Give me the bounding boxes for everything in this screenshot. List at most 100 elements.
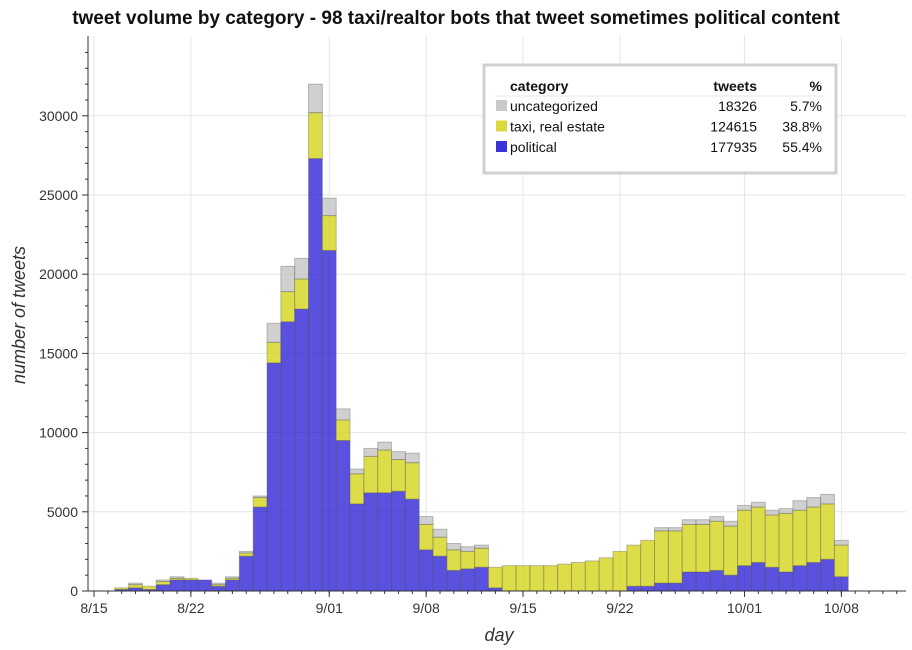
bar-taxi-real-estate [570, 561, 586, 592]
bar-political [294, 308, 310, 592]
bar-uncategorized [806, 497, 822, 508]
bar-taxi-real-estate [529, 565, 545, 592]
bar-taxi-real-estate [294, 278, 310, 310]
bar-taxi-real-estate [363, 455, 379, 494]
bar-taxi-real-estate [308, 112, 323, 160]
bar-political [321, 249, 337, 592]
bar-political [391, 490, 406, 592]
bar-uncategorized [128, 582, 143, 586]
bar-taxi-real-estate [515, 565, 531, 592]
bar-political [681, 571, 697, 592]
bar-political [792, 565, 808, 592]
bar-political [418, 549, 434, 592]
bar-uncategorized [432, 528, 448, 538]
bar-taxi-real-estate [750, 506, 766, 563]
bar-taxi-real-estate [487, 566, 503, 589]
bar-uncategorized [667, 527, 683, 532]
bar-taxi-real-estate [667, 530, 683, 584]
bar-political [183, 579, 199, 592]
bar-uncategorized [363, 447, 379, 457]
bar-uncategorized [695, 519, 711, 525]
bar-uncategorized [750, 501, 766, 508]
bar-taxi-real-estate [543, 565, 559, 592]
bar-political [404, 498, 420, 592]
bar-political [446, 569, 462, 592]
bar-taxi-real-estate [280, 291, 296, 323]
legend-swatch [496, 100, 507, 111]
y-tick-label: 20000 [39, 266, 78, 282]
bar-taxi-real-estate [833, 544, 849, 578]
legend-swatch [496, 120, 507, 132]
bar-political [737, 565, 752, 592]
bar-uncategorized [377, 441, 393, 451]
bar-taxi-real-estate [114, 587, 130, 590]
bar-taxi-real-estate [737, 509, 752, 567]
bar-taxi-real-estate [723, 525, 739, 576]
bar-political [806, 561, 822, 592]
legend-category: taxi, real estate [510, 119, 605, 135]
bar-uncategorized [446, 542, 462, 551]
bar-political [750, 561, 766, 592]
x-tick-label: 8/22 [177, 600, 204, 616]
bar-uncategorized [778, 508, 794, 514]
bar-political [266, 362, 282, 592]
legend-category: uncategorized [510, 98, 598, 114]
bar-political [363, 492, 379, 592]
bar-uncategorized [155, 579, 171, 582]
bar-taxi-real-estate [612, 550, 628, 592]
bar-taxi-real-estate [640, 539, 656, 587]
bar-uncategorized [211, 582, 226, 586]
bar-taxi-real-estate [778, 512, 794, 573]
bar-political [474, 566, 489, 592]
bar-political [667, 582, 683, 592]
chart-title: tweet volume by category - 98 taxi/realt… [72, 8, 840, 29]
bar-uncategorized [321, 197, 337, 217]
legend-tweets: 18326 [718, 98, 757, 114]
bar-uncategorized [252, 495, 268, 499]
y-tick-label: 0 [70, 583, 78, 599]
bar-taxi-real-estate [141, 585, 157, 590]
bar-political [349, 503, 365, 592]
bar-taxi-real-estate [432, 536, 448, 557]
bar-uncategorized [418, 516, 434, 525]
bar-political [626, 585, 642, 592]
y-tick-label: 10000 [39, 425, 78, 441]
bar-taxi-real-estate [584, 560, 600, 592]
bar-uncategorized [349, 468, 365, 475]
bar-uncategorized [404, 452, 420, 464]
bar-taxi-real-estate [626, 544, 642, 587]
bar-taxi-real-estate [654, 530, 669, 584]
bar-taxi-real-estate [792, 509, 808, 567]
legend-tweets: 177935 [710, 139, 757, 155]
bar-taxi-real-estate [695, 523, 711, 573]
bar-taxi-real-estate [557, 563, 572, 592]
bar-uncategorized [335, 408, 351, 421]
x-tick-label: 10/01 [727, 600, 762, 616]
axis-layer: 0 5000 10000 15000 20000 25000 30000 8/15 8/22 9/… [39, 36, 906, 616]
bar-uncategorized [391, 451, 406, 461]
bar-taxi-real-estate [252, 497, 268, 508]
bar-taxi-real-estate [474, 547, 489, 568]
bar-political [377, 492, 393, 592]
x-tick-label: 8/15 [80, 600, 107, 616]
bar-uncategorized [238, 550, 254, 554]
bar-political [778, 571, 794, 592]
bar-uncategorized [266, 322, 282, 343]
bar-political [432, 555, 448, 592]
y-tick-label: 15000 [39, 345, 78, 361]
bar-uncategorized [764, 509, 780, 516]
x-axis-label: day [484, 625, 514, 645]
bar-uncategorized [224, 576, 240, 579]
bar-taxi-real-estate [820, 503, 835, 560]
bar-taxi-real-estate [183, 577, 199, 581]
bar-political [833, 576, 849, 592]
x-tick-label: 10/08 [824, 600, 859, 616]
bar-political [654, 582, 669, 592]
bar-taxi-real-estate [321, 215, 337, 251]
bar-uncategorized [280, 265, 296, 293]
bar-taxi-real-estate [460, 550, 476, 570]
legend-category: political [510, 139, 557, 155]
legend-pct: 5.7% [790, 98, 822, 114]
bar-political [211, 585, 226, 592]
bar-uncategorized [681, 519, 697, 525]
